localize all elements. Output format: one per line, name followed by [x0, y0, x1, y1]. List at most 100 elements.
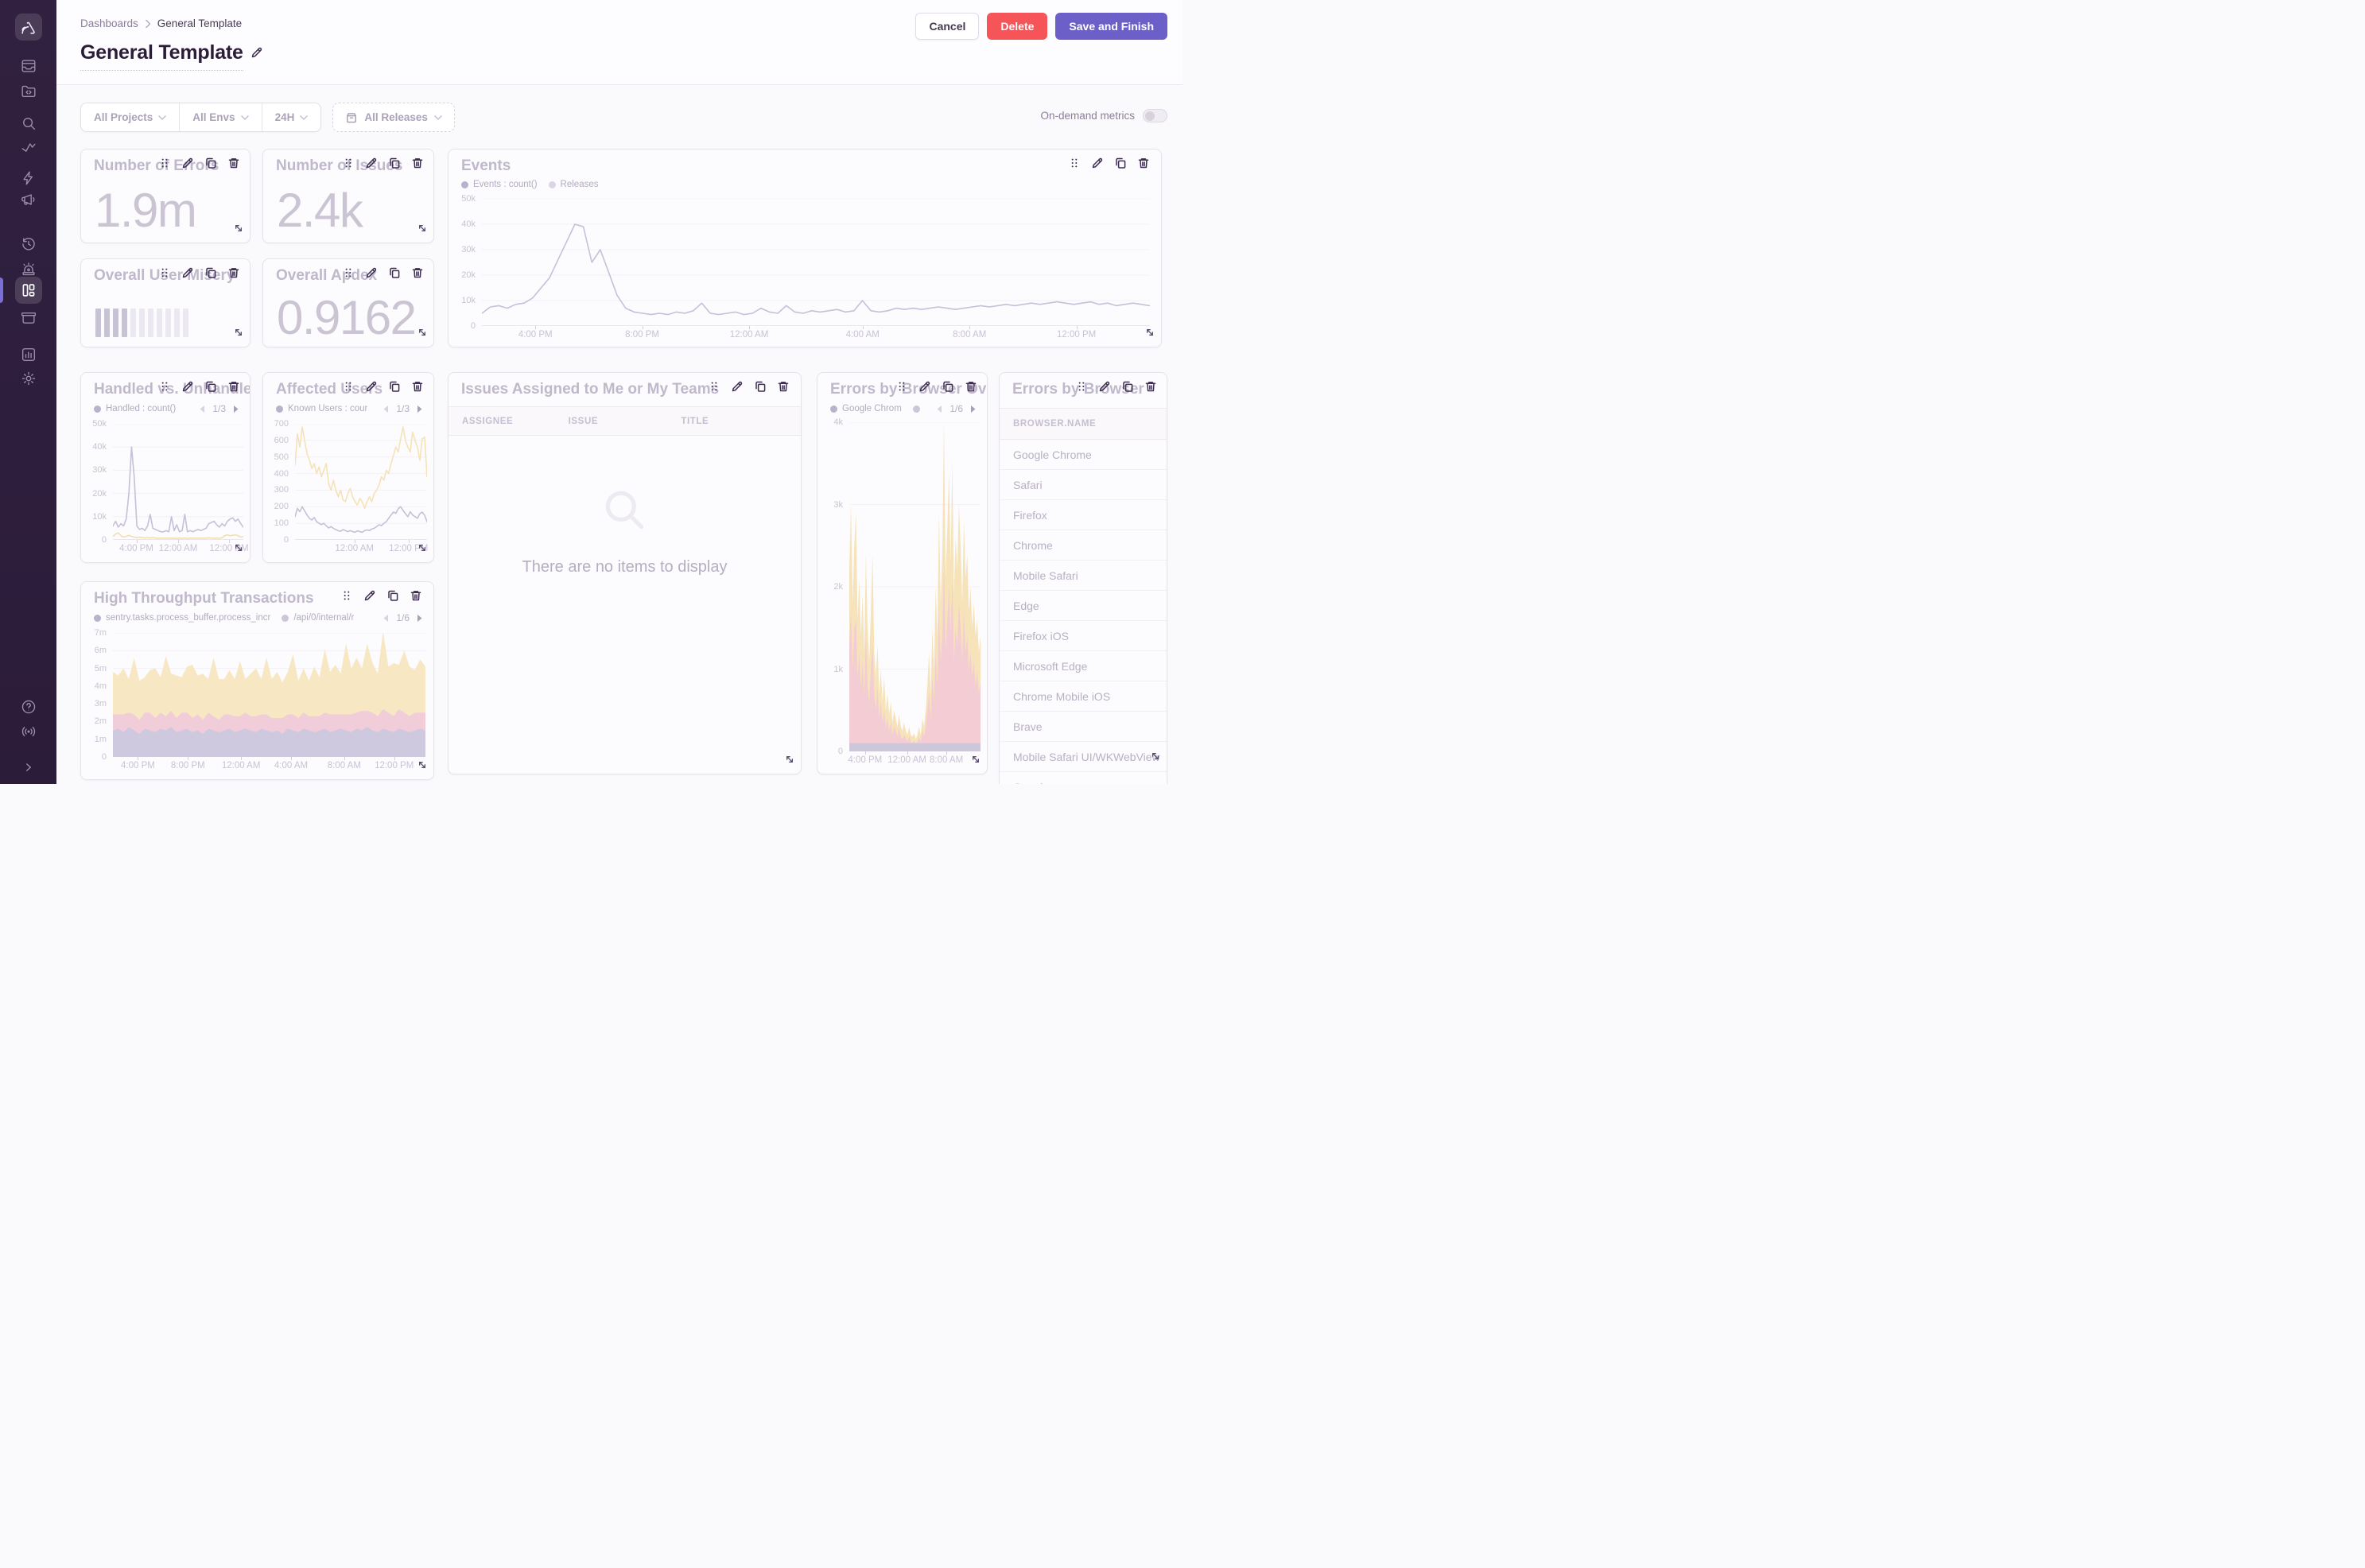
duplicate-widget-icon[interactable]	[204, 380, 217, 393]
delete-widget-icon[interactable]	[227, 380, 240, 393]
widget-title: Issues Assigned to Me or My Teams	[461, 381, 720, 398]
drag-handle-icon[interactable]	[158, 380, 171, 393]
edit-title-pencil-icon[interactable]	[250, 46, 263, 63]
edit-widget-icon[interactable]	[365, 266, 378, 279]
misery-bar	[113, 309, 118, 337]
legend-item: Google Chrome	[830, 404, 902, 413]
drag-handle-icon[interactable]	[708, 380, 720, 393]
drag-handle-icon[interactable]	[342, 266, 355, 279]
duplicate-widget-icon[interactable]	[388, 380, 401, 393]
edit-widget-icon[interactable]	[918, 380, 931, 393]
drag-handle-icon[interactable]	[342, 157, 355, 169]
date-range-filter[interactable]: 24H	[261, 103, 321, 131]
search-icon[interactable]	[15, 110, 42, 137]
resize-handle-icon[interactable]	[233, 542, 244, 557]
resize-handle-icon[interactable]	[233, 327, 244, 342]
resize-handle-icon[interactable]	[1150, 751, 1161, 766]
resize-handle-icon[interactable]	[233, 223, 244, 238]
delete-widget-icon[interactable]	[227, 157, 240, 169]
delete-widget-icon[interactable]	[1137, 157, 1150, 169]
clock-rewind-icon[interactable]	[15, 231, 42, 258]
environment-filter[interactable]: All Envs	[179, 103, 261, 131]
inbox-icon[interactable]	[15, 52, 42, 80]
sentry-logo-icon[interactable]	[14, 14, 42, 41]
delete-widget-icon[interactable]	[411, 266, 424, 279]
duplicate-widget-icon[interactable]	[942, 380, 954, 393]
edit-widget-icon[interactable]	[731, 380, 744, 393]
edit-widget-icon[interactable]	[1091, 157, 1104, 169]
x-axis-tick	[862, 326, 864, 329]
drag-handle-icon[interactable]	[158, 157, 171, 169]
delete-widget-icon[interactable]	[1144, 380, 1157, 393]
duplicate-widget-icon[interactable]	[1114, 157, 1127, 169]
breadcrumb-dashboards-link[interactable]: Dashboards	[80, 17, 138, 29]
x-axis: 12:00 AM 12:00 PM	[295, 540, 428, 554]
delete-widget-icon[interactable]	[227, 266, 240, 279]
duplicate-widget-icon[interactable]	[204, 157, 217, 169]
drag-handle-icon[interactable]	[340, 589, 353, 602]
resize-handle-icon[interactable]	[970, 754, 981, 769]
chart-plot-area	[113, 424, 243, 540]
resize-handle-icon[interactable]	[417, 223, 428, 238]
previous-page-icon[interactable]	[935, 405, 943, 413]
widget-title: Handled vs. Unhandled	[94, 381, 250, 398]
edit-widget-icon[interactable]	[365, 380, 378, 393]
gear-icon[interactable]	[15, 365, 42, 392]
drag-handle-icon[interactable]	[342, 380, 355, 393]
table-header-row: ASSIGNEE ISSUE TITLE	[449, 406, 801, 436]
save-and-finish-button[interactable]: Save and Finish	[1055, 13, 1167, 40]
duplicate-widget-icon[interactable]	[386, 589, 399, 602]
delete-widget-icon[interactable]	[411, 157, 424, 169]
previous-page-icon[interactable]	[382, 614, 390, 623]
lightning-icon[interactable]	[15, 165, 42, 192]
megaphone-icon[interactable]	[15, 186, 42, 213]
chevron-right-icon[interactable]	[15, 754, 42, 781]
edit-widget-icon[interactable]	[181, 380, 194, 393]
table-row: Chrome	[1000, 530, 1167, 561]
edit-widget-icon[interactable]	[181, 157, 194, 169]
resize-handle-icon[interactable]	[417, 759, 428, 774]
delete-widget-icon[interactable]	[965, 380, 977, 393]
archive-box-icon[interactable]	[15, 304, 42, 331]
on-demand-metrics-toggle[interactable]	[1143, 109, 1167, 122]
next-page-icon[interactable]	[969, 405, 977, 413]
resize-handle-icon[interactable]	[417, 327, 428, 342]
drag-handle-icon[interactable]	[1068, 157, 1081, 169]
duplicate-widget-icon[interactable]	[204, 266, 217, 279]
drag-handle-icon[interactable]	[158, 266, 171, 279]
x-axis-label: 12:00 AM	[335, 544, 374, 553]
delete-widget-icon[interactable]	[777, 380, 790, 393]
question-icon[interactable]	[15, 693, 42, 720]
next-page-icon[interactable]	[416, 405, 424, 413]
duplicate-widget-icon[interactable]	[1121, 380, 1134, 393]
delete-widget-icon[interactable]	[410, 589, 422, 602]
delete-widget-icon[interactable]	[411, 380, 424, 393]
releases-filter[interactable]: All Releases	[332, 103, 455, 132]
siren-icon[interactable]	[15, 256, 42, 283]
next-page-icon[interactable]	[416, 614, 424, 623]
edit-widget-icon[interactable]	[363, 589, 376, 602]
duplicate-widget-icon[interactable]	[388, 157, 401, 169]
duplicate-widget-icon[interactable]	[754, 380, 767, 393]
broadcast-icon[interactable]	[15, 718, 42, 745]
folder-code-icon[interactable]	[15, 77, 42, 104]
previous-page-icon[interactable]	[382, 405, 390, 413]
previous-page-icon[interactable]	[198, 405, 206, 413]
zigzag-trend-icon[interactable]	[15, 134, 42, 161]
y-axis: 50k 40k 30k 20k 10k 0	[92, 419, 107, 545]
next-page-icon[interactable]	[232, 405, 240, 413]
resize-handle-icon[interactable]	[1144, 327, 1155, 342]
project-filter[interactable]: All Projects	[81, 103, 179, 131]
delete-button[interactable]: Delete	[987, 13, 1048, 40]
resize-handle-icon[interactable]	[784, 754, 795, 769]
drag-handle-icon[interactable]	[895, 380, 908, 393]
edit-widget-icon[interactable]	[1098, 380, 1111, 393]
resize-handle-icon[interactable]	[417, 542, 428, 557]
cancel-button[interactable]: Cancel	[915, 13, 980, 40]
dashboard-grid-icon[interactable]	[14, 277, 42, 304]
edit-widget-icon[interactable]	[365, 157, 378, 169]
drag-handle-icon[interactable]	[1075, 380, 1088, 393]
duplicate-widget-icon[interactable]	[388, 266, 401, 279]
edit-widget-icon[interactable]	[181, 266, 194, 279]
bar-chart-icon[interactable]	[15, 341, 42, 368]
